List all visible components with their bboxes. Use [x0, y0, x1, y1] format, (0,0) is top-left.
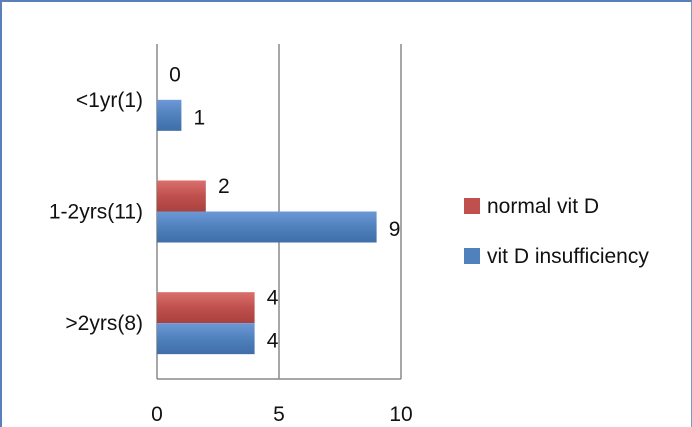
- bar-insufficiency-1: [157, 211, 377, 243]
- category-label: <1yr(1): [76, 89, 143, 112]
- x-tick-label: 10: [389, 403, 412, 426]
- bar-insufficiency-0: [157, 99, 182, 131]
- data-label: 0: [169, 63, 181, 86]
- bar-normal-2: [157, 292, 255, 324]
- legend-label: normal vit D: [487, 195, 599, 218]
- bars: [157, 99, 377, 355]
- x-tick-labels: 0 5 10: [151, 403, 413, 426]
- legend-label: vit D insufficiency: [487, 245, 649, 268]
- category-labels: <1yr(1) 1-2yrs(11) >2yrs(8): [49, 89, 143, 335]
- legend: normal vit D vit D insufficiency: [464, 195, 649, 268]
- data-label: 4: [267, 287, 279, 310]
- data-labels: 01 2 9 4 4: [169, 63, 400, 352]
- legend-swatch-0: [464, 198, 480, 214]
- data-label: 2: [218, 175, 230, 198]
- data-label: 9: [389, 218, 401, 241]
- legend-swatch-1: [464, 248, 480, 264]
- data-label: 4: [267, 330, 279, 353]
- x-tick-label: 0: [151, 403, 163, 426]
- bar-normal-1: [157, 180, 206, 212]
- x-tick-label: 5: [273, 403, 285, 426]
- category-label: >2yrs(8): [65, 312, 143, 335]
- bar-insufficiency-2: [157, 323, 255, 355]
- category-label: 1-2yrs(11): [49, 201, 143, 224]
- data-label: 1: [194, 106, 206, 129]
